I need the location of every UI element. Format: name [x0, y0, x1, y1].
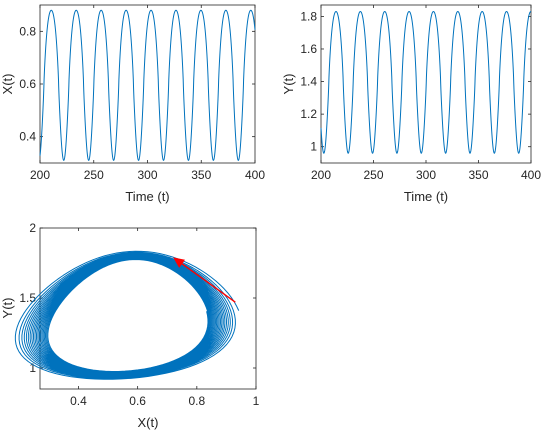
- x-tick-label: 0.6: [129, 394, 146, 408]
- y-tick-label: 0.6: [19, 77, 36, 91]
- x-tick-label: 0.8: [188, 394, 205, 408]
- y-tick-label: 1: [310, 140, 317, 154]
- y-tick-label: 1.5: [19, 291, 36, 305]
- y-axis-label: Y(t): [0, 298, 15, 319]
- x-tick-label: 200: [30, 168, 50, 182]
- y-tick-label: 2: [29, 221, 36, 235]
- x-tick-label: 400: [245, 168, 265, 182]
- x-tick-label: 0.4: [70, 394, 87, 408]
- chart-phase-portrait: 0.4 0.6 0.8 1 1 1.5 2 X(t) Y(t): [0, 221, 260, 430]
- x-axis-label: X(t): [138, 415, 159, 430]
- tick-group: 0.4 0.6 0.8 1 1 1.5 2: [19, 221, 259, 408]
- series-line: [39, 9, 256, 161]
- x-tick-label: 350: [191, 168, 211, 182]
- x-tick-label: 300: [137, 168, 157, 182]
- tick-group: 200 250 300 350 400 1 1.2 1.4 1.6 1.8: [300, 5, 541, 182]
- x-tick-label: 1: [253, 394, 260, 408]
- x-tick-label: 350: [468, 168, 488, 182]
- y-tick-label: 1.8: [300, 9, 317, 23]
- x-tick-label: 400: [521, 168, 541, 182]
- y-tick-label: 1.6: [300, 42, 317, 56]
- tick-group: 200 250 300 350 400 0.4 0.6 0.8: [19, 5, 265, 182]
- x-tick-label: 250: [363, 168, 383, 182]
- annotation-group: [173, 257, 236, 303]
- red-arrow-head: [173, 257, 185, 268]
- x-axis-label: Time (t): [404, 189, 448, 204]
- y-tick-label: 1.2: [300, 107, 317, 121]
- y-tick-label: 1.4: [300, 75, 317, 89]
- y-tick-label: 0.4: [19, 130, 36, 144]
- x-tick-label: 300: [416, 168, 436, 182]
- x-tick-label: 200: [311, 168, 331, 182]
- y-axis-label: Y(t): [281, 74, 296, 95]
- y-axis-label: X(t): [0, 74, 15, 95]
- plot-frame: [39, 4, 256, 164]
- chart-y-vs-time: 200 250 300 350 400 1 1.2 1.4 1.6 1.8 Time (t) Y(…: [281, 4, 541, 204]
- y-tick-label: 0.8: [19, 24, 36, 38]
- series-line: [14, 250, 240, 380]
- x-tick-label: 250: [84, 168, 104, 182]
- x-axis-label: Time (t): [125, 189, 169, 204]
- chart-x-vs-time: 200 250 300 350 400 0.4 0.6 0.8 Time (t) X(t): [0, 4, 265, 204]
- red-arrow-shaft: [181, 263, 236, 303]
- y-tick-label: 1: [29, 361, 36, 375]
- series-line: [320, 11, 532, 154]
